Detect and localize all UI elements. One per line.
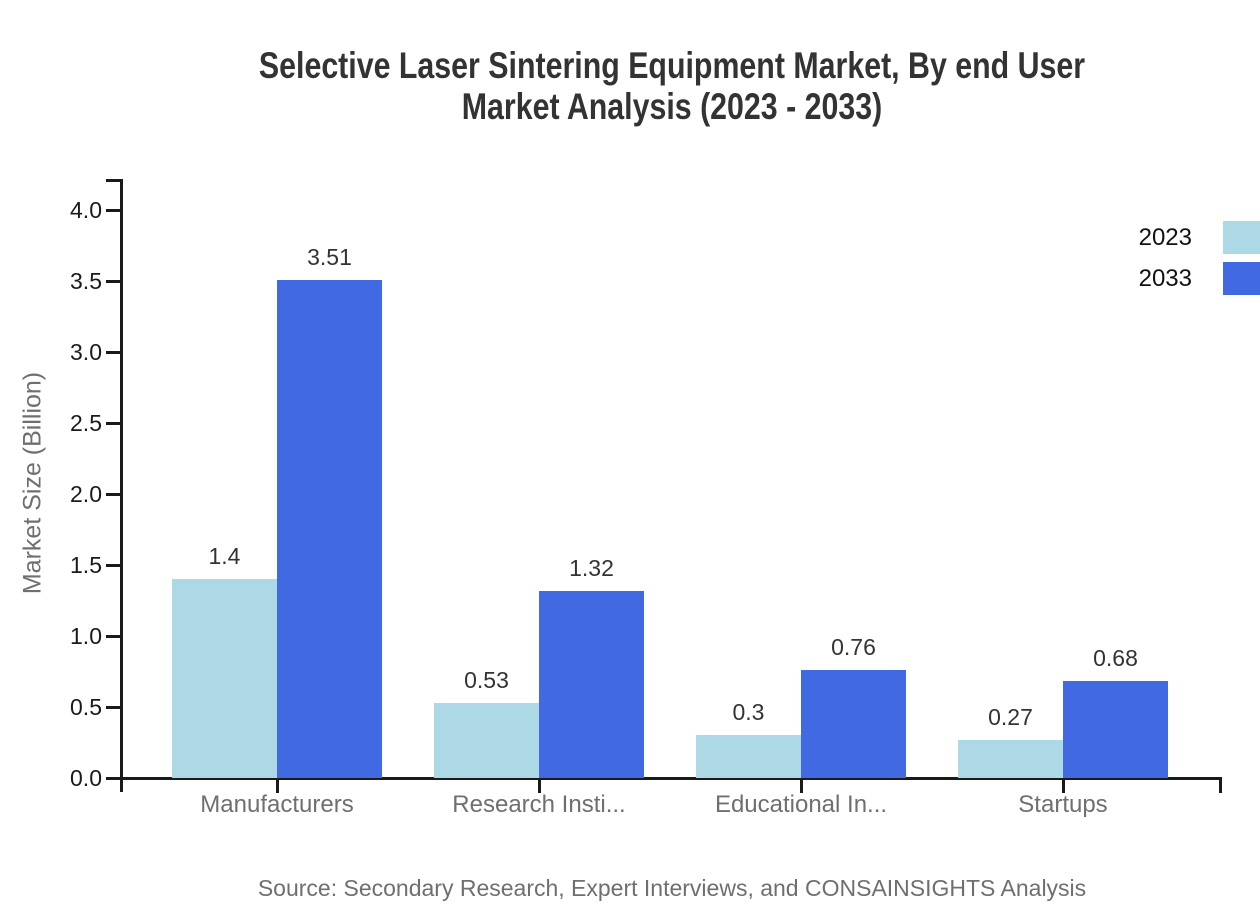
bar-2023-startups	[958, 740, 1063, 778]
legend-label-2033: 2033	[1138, 264, 1192, 292]
y-tick	[106, 493, 123, 496]
value-label-2023-research-insti: 0.53	[464, 667, 509, 693]
y-tick-label: 0.0	[70, 765, 102, 791]
y-tick-label: 0.5	[70, 694, 102, 720]
y-tick	[106, 422, 123, 425]
legend: 2023 2033	[1139, 221, 1260, 303]
value-label-2033-educational-in: 0.76	[831, 634, 876, 660]
y-tick-label: 1.5	[70, 552, 102, 578]
value-label-2023-educational-in: 0.3	[732, 699, 765, 725]
category-label-startups: Startups	[1018, 791, 1108, 818]
y-tick-label: 3.5	[70, 268, 102, 294]
bar-2023-manufacturers	[172, 579, 277, 778]
y-tick	[106, 209, 123, 212]
y-axis-end-cap	[106, 179, 123, 182]
legend-row-2023: 2023	[1139, 221, 1260, 254]
chart-title-line2: Market Analysis (2023 - 2033)	[461, 86, 883, 127]
value-label-2023-startups: 0.27	[988, 704, 1033, 730]
y-tick-label: 2.0	[70, 481, 102, 507]
legend-row-2033: 2033	[1139, 262, 1260, 295]
y-tick	[106, 351, 123, 354]
bar-2023-educational-in	[696, 735, 801, 778]
value-label-2033-manufacturers: 3.51	[307, 244, 352, 270]
value-label-2023-manufacturers: 1.4	[208, 543, 241, 569]
category-label-educational-in: Educational In...	[714, 791, 888, 818]
y-tick-label: 1.0	[70, 623, 102, 649]
x-axis-end-tick	[1219, 777, 1222, 793]
bar-2033-educational-in	[801, 670, 906, 778]
y-tick-label: 4.0	[70, 197, 102, 223]
y-tick	[106, 564, 123, 567]
value-label-2033-research-insti: 1.32	[569, 555, 614, 581]
bar-2033-research-insti	[539, 591, 644, 778]
x-tick	[800, 777, 803, 793]
bar-2033-manufacturers	[277, 280, 382, 778]
legend-swatch-2033	[1223, 262, 1260, 295]
legend-label-2023: 2023	[1138, 223, 1192, 251]
x-tick	[276, 777, 279, 793]
chart-title-line1: Selective Laser Sintering Equipment Mark…	[258, 45, 1086, 86]
value-label-2033-startups: 0.68	[1093, 645, 1138, 671]
bar-2033-startups	[1063, 681, 1168, 778]
y-axis-spine	[120, 179, 123, 792]
legend-swatch-2023	[1223, 221, 1260, 254]
y-tick	[106, 777, 123, 780]
y-tick	[106, 635, 123, 638]
y-tick-label: 2.5	[70, 410, 102, 436]
bar-2023-research-insti	[434, 703, 539, 778]
y-tick	[106, 280, 123, 283]
category-label-manufacturers: Manufacturers	[200, 791, 354, 818]
x-axis-line	[120, 777, 1222, 780]
y-tick	[106, 706, 123, 709]
category-label-research-insti: Research Insti...	[452, 791, 626, 818]
y-tick-label: 3.0	[70, 339, 102, 365]
x-tick	[538, 777, 541, 793]
chart-title: Selective Laser Sintering Equipment Mark…	[221, 45, 1123, 127]
source-note: Source: Secondary Research, Expert Inter…	[257, 875, 1087, 901]
x-tick	[1062, 777, 1065, 793]
